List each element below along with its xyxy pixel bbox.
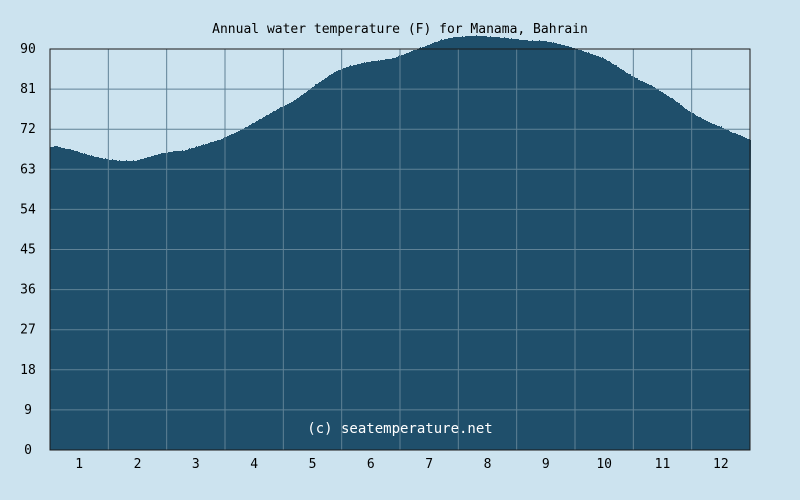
y-tick-label: 45 <box>20 243 36 258</box>
y-tick-label: 54 <box>20 202 36 217</box>
y-axis-ticks: 0 9 18 27 36 45 54 63 72 81 90 <box>20 42 36 458</box>
plot-frame <box>49 48 751 451</box>
x-axis-ticks: 1 2 3 4 5 6 7 8 9 10 11 12 <box>75 457 728 472</box>
y-tick-label: 72 <box>20 122 36 137</box>
y-tick-label: 90 <box>20 42 36 57</box>
x-tick-label: 12 <box>713 457 729 472</box>
x-tick-label: 4 <box>250 457 258 472</box>
x-tick-label: 11 <box>655 457 671 472</box>
x-tick-label: 1 <box>75 457 83 472</box>
x-tick-label: 8 <box>484 457 492 472</box>
x-tick-label: 6 <box>367 457 375 472</box>
x-tick-label: 5 <box>309 457 317 472</box>
y-tick-label: 0 <box>24 443 32 458</box>
y-tick-label: 36 <box>20 283 36 298</box>
chart-title: Annual water temperature (F) for Manama,… <box>212 22 588 37</box>
x-tick-label: 10 <box>596 457 612 472</box>
x-tick-label: 7 <box>425 457 433 472</box>
y-tick-label: 27 <box>20 323 36 338</box>
y-tick-label: 63 <box>20 162 36 177</box>
x-tick-label: 9 <box>542 457 550 472</box>
y-tick-label: 18 <box>20 363 36 378</box>
y-tick-label: 9 <box>24 403 32 418</box>
axes <box>49 48 751 451</box>
x-tick-label: 3 <box>192 457 200 472</box>
x-tick-label: 2 <box>134 457 142 472</box>
y-tick-label: 81 <box>20 82 36 97</box>
watermark: (c) seatemperature.net <box>307 421 492 437</box>
